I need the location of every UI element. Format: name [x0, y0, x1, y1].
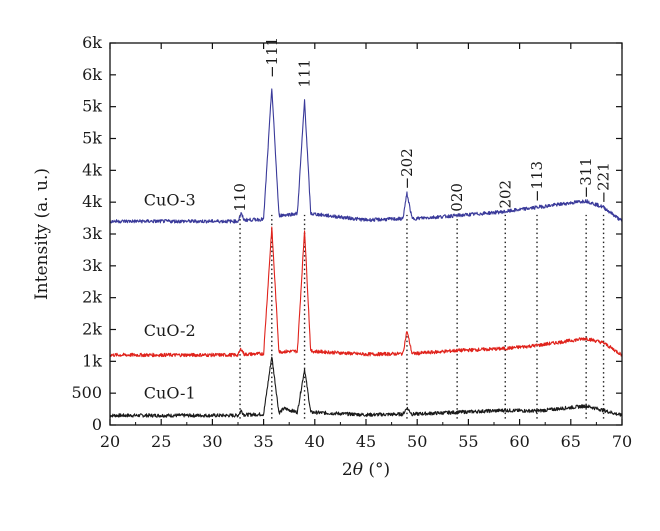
y-tick-label-12: 6k [82, 33, 102, 52]
x-tick-label-7: 55 [458, 432, 478, 451]
y-tick-label-6: 3k [82, 224, 102, 243]
series-line-cuo-1 [109, 356, 623, 418]
peak-label-2: 111 [296, 59, 314, 88]
series-line-cuo-3 [109, 88, 623, 224]
y-axis-label: Intensity (a. u.) [32, 168, 52, 300]
peak-label-6: −113 [528, 161, 546, 202]
y-tick-label-8: 4k [82, 160, 102, 179]
x-tick-label-5: 45 [356, 432, 376, 451]
y-tick-label-1: 500 [71, 383, 102, 402]
x-tick-label-2: 30 [202, 432, 222, 451]
x-tick-label-3: 35 [253, 432, 273, 451]
plot-frame [109, 42, 623, 426]
x-axis-label: 2θ (°) [342, 460, 390, 480]
peak-label-1: −111 [263, 37, 281, 78]
peak-label-4: 020 [448, 183, 466, 212]
x-tick-label-0: 20 [100, 432, 120, 451]
x-tick-label-9: 65 [561, 432, 581, 451]
y-tick-label-3: 2k [82, 320, 102, 339]
y-tick-label-2: 1k [82, 351, 102, 370]
y-tick-label-7: 4k [82, 192, 102, 211]
y-tick-label-4: 2k [82, 288, 102, 307]
sample-label-cuo-1: CuO-1 [144, 383, 196, 402]
x-tick-label-1: 25 [151, 432, 171, 451]
y-tick-label-9: 5k [82, 129, 102, 148]
series-line-cuo-2 [109, 226, 623, 358]
x-tick-label-8: 60 [509, 432, 529, 451]
y-tick-label-5: 3k [82, 256, 102, 275]
peak-label-5: 202 [496, 180, 514, 209]
peak-label-8: −221 [595, 162, 613, 203]
x-tick-label-10: 70 [612, 432, 632, 451]
y-tick-label-0: 0 [92, 415, 102, 434]
x-tick-label-4: 40 [305, 432, 325, 451]
peak-label-7: −311 [577, 157, 595, 198]
sample-label-cuo-3: CuO-3 [144, 190, 196, 209]
x-tick-label-6: 50 [407, 432, 427, 451]
peak-label-0: 110 [231, 183, 249, 212]
sample-label-cuo-2: CuO-2 [144, 321, 196, 340]
y-tick-label-11: 6k [82, 65, 102, 84]
peak-label-3: −202 [398, 148, 416, 189]
y-tick-label-10: 5k [82, 97, 102, 116]
